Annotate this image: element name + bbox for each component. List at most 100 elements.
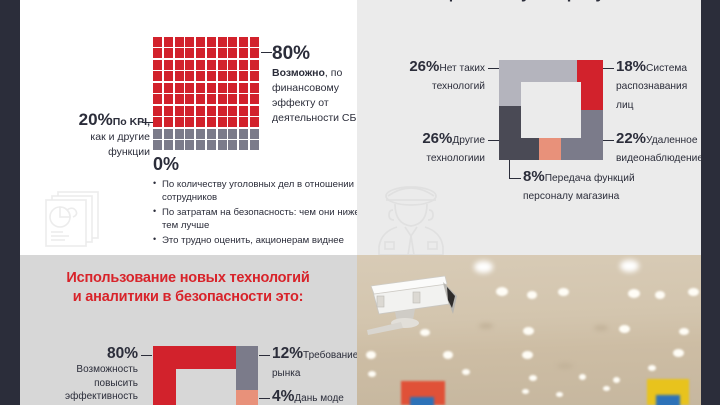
waffle-cell	[185, 82, 195, 93]
waffle-cell	[217, 71, 227, 82]
leader-line-80-bottom	[141, 355, 152, 357]
waffle-cell	[163, 71, 173, 82]
waffle-cell	[163, 117, 173, 128]
label-8-store-staff-text: Передача функций персоналу магазина	[523, 173, 635, 203]
waffle-cell	[174, 105, 184, 116]
waffle-cell	[249, 128, 259, 139]
waffle-cell	[206, 71, 216, 82]
waffle-cell	[249, 140, 259, 150]
waffle-cell	[206, 37, 216, 47]
waffle-cell	[174, 82, 184, 93]
waffle-cell	[196, 117, 206, 128]
segment-other-technologies	[499, 106, 521, 160]
waffle-cell	[185, 117, 195, 128]
waffle-cell	[228, 105, 238, 116]
panel-bottom-left-title-line2: и аналитики в безопасности это:	[72, 288, 304, 305]
waffle-cell	[153, 82, 163, 93]
callout-0-percent: 0% По количеству уголовных дел в отношен…	[153, 154, 357, 250]
panel-bottom-left-title-line1: Использование новых технологий	[66, 270, 310, 286]
waffle-cell	[228, 140, 238, 150]
waffle-cell	[228, 71, 238, 82]
callout-0-list: По количеству уголовных дел в отношении …	[153, 178, 357, 248]
segment-no-such-technologies-2	[499, 82, 521, 106]
callout-0-list-item: По количеству уголовных дел в отношении …	[153, 178, 357, 205]
waffle-cell	[174, 117, 184, 128]
panel-top-right: физическую охрану? 26%Нет таких технолог…	[357, 0, 701, 255]
waffle-cell	[153, 48, 163, 59]
panel-bottom-left: Использование новых технологий и аналити…	[20, 255, 357, 405]
callout-0-list-item: По затратам на безопасность: чем они ниж…	[153, 206, 357, 233]
waffle-cell	[239, 48, 249, 59]
waffle-cell	[228, 37, 238, 47]
label-26-other-technologies: 26%Другие технологиии	[367, 130, 485, 167]
leader-line-12	[259, 355, 270, 357]
waffle-cell	[174, 94, 184, 105]
waffle-cell	[206, 82, 216, 93]
segment-fashion-tribute	[236, 390, 258, 405]
waffle-cell	[185, 128, 195, 139]
segment-no-such-technologies	[499, 60, 577, 82]
waffle-cell	[163, 105, 173, 116]
leader-line-22	[603, 140, 614, 142]
label-80-efficiency-value-wrap: 80%	[40, 345, 138, 363]
waffle-cell	[185, 94, 195, 105]
label-22-remote-video-value: 22%	[616, 130, 647, 147]
waffle-cell	[206, 105, 216, 116]
label-22-remote-video: 22%Удаленное видеонаблюдение	[616, 130, 701, 167]
waffle-cell	[239, 140, 249, 150]
waffle-cell	[228, 117, 238, 128]
waffle-cell	[153, 128, 163, 139]
leader-line-26-bottom	[488, 140, 499, 142]
callout-20-percent: 20%По KPI, как и другие функции	[50, 110, 150, 161]
callout-80-percent: 80% Возможно, по финансовому эффекту от …	[272, 44, 357, 126]
leader-line-8-vertical	[509, 160, 511, 178]
label-4-fashion-tribute: 4%Дань моде	[272, 388, 357, 405]
security-guard-icon	[369, 180, 453, 255]
callout-20-bold: По KPI,	[112, 116, 150, 128]
waffle-cell	[153, 117, 163, 128]
waffle-cell	[206, 59, 216, 70]
waffle-cell	[228, 82, 238, 93]
waffle-cell	[217, 117, 227, 128]
waffle-cell	[217, 37, 227, 47]
label-18-face-recognition-text: Система распознавания лиц	[616, 63, 688, 111]
waffle-cell	[228, 59, 238, 70]
label-4-fashion-tribute-text: Дань моде	[294, 393, 344, 404]
waffle-cell	[249, 94, 259, 105]
label-8-store-staff-value: 8%	[523, 168, 545, 185]
waffle-cell	[196, 37, 206, 47]
waffle-cell	[196, 71, 206, 82]
callout-80-text: Возможно, по финансовому эффекту от деят…	[272, 66, 357, 126]
segment-transfer-to-store-staff	[539, 138, 561, 160]
waffle-cell	[206, 117, 216, 128]
callout-20-text: как и другие функции	[90, 131, 150, 159]
waffle-cell	[196, 59, 206, 70]
waffle-cell	[196, 94, 206, 105]
waffle-cell	[153, 94, 163, 105]
leader-line-26-top	[488, 68, 499, 70]
waffle-cell	[239, 82, 249, 93]
waffle-cell	[174, 48, 184, 59]
square-donut-physical-security	[499, 60, 603, 160]
waffle-cell	[206, 94, 216, 105]
waffle-cell	[185, 140, 195, 150]
waffle-cell	[174, 140, 184, 150]
panel-top-left: СБ в компании? 80% Возможно, по финансов…	[20, 0, 357, 255]
waffle-cell	[249, 59, 259, 70]
waffle-cell	[185, 48, 195, 59]
label-12-market-requirement: 12%Требование рынка	[272, 345, 357, 381]
waffle-cell	[249, 117, 259, 128]
waffle-cell	[153, 105, 163, 116]
waffle-cell	[163, 48, 173, 59]
waffle-cell	[217, 94, 227, 105]
waffle-cell	[217, 82, 227, 93]
segment-other-technologies-2	[521, 138, 539, 160]
waffle-cell	[217, 128, 227, 139]
label-26-no-technologies-value: 26%	[409, 58, 440, 75]
label-80-efficiency-text: Возможность повысить эффективность	[65, 364, 138, 402]
waffle-cell	[206, 48, 216, 59]
label-22-remote-video-text: Удаленное видеонаблюдение	[616, 135, 701, 165]
callout-80-rest: , по финансовому эффекту от деятельности…	[272, 67, 357, 124]
waffle-cell	[163, 94, 173, 105]
